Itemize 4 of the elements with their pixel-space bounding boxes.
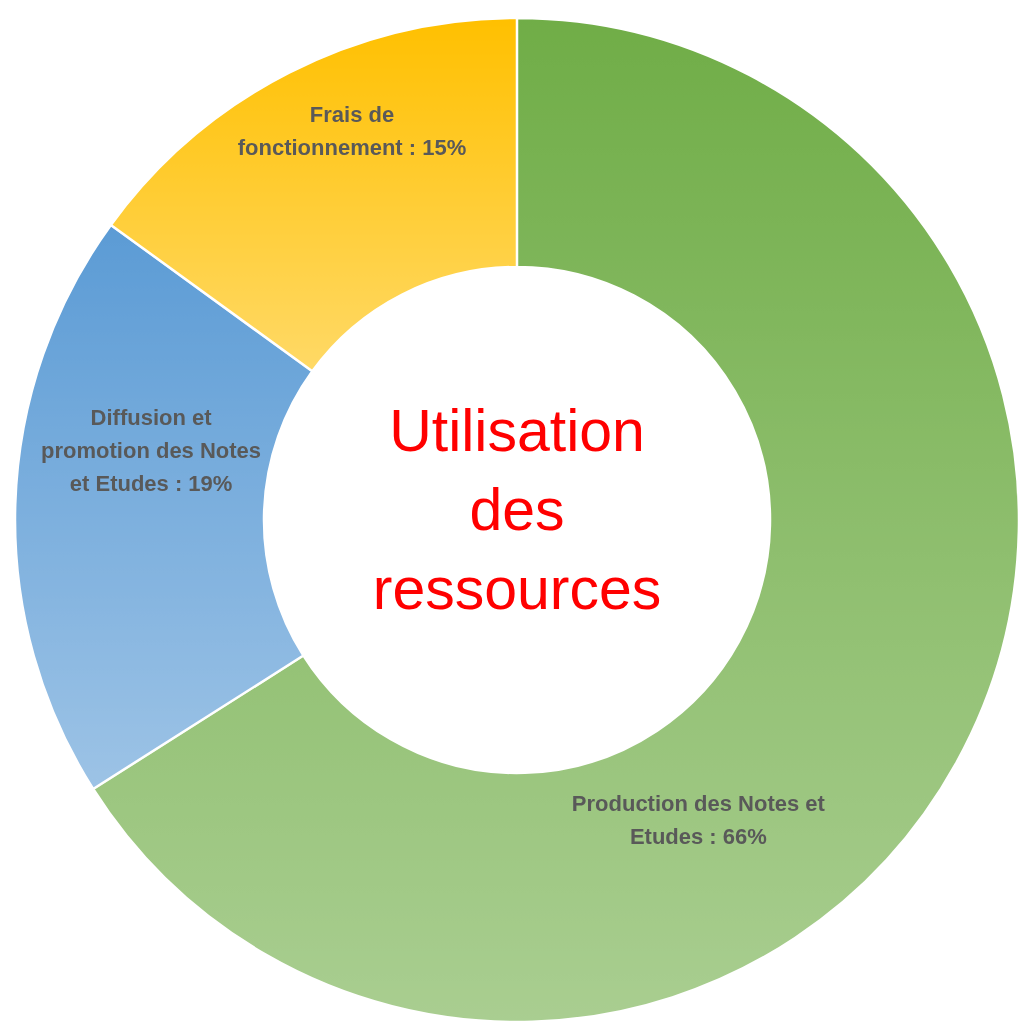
slice-label: Production des Notes et Etudes : 66%: [571, 790, 826, 849]
text: Utilisation des ressources: [372, 398, 662, 622]
slice-label: Frais de fonctionnement : 15%: [237, 102, 467, 161]
slice-label: Diffusion et promotion des Notes et Etudes : 19%: [41, 404, 262, 496]
